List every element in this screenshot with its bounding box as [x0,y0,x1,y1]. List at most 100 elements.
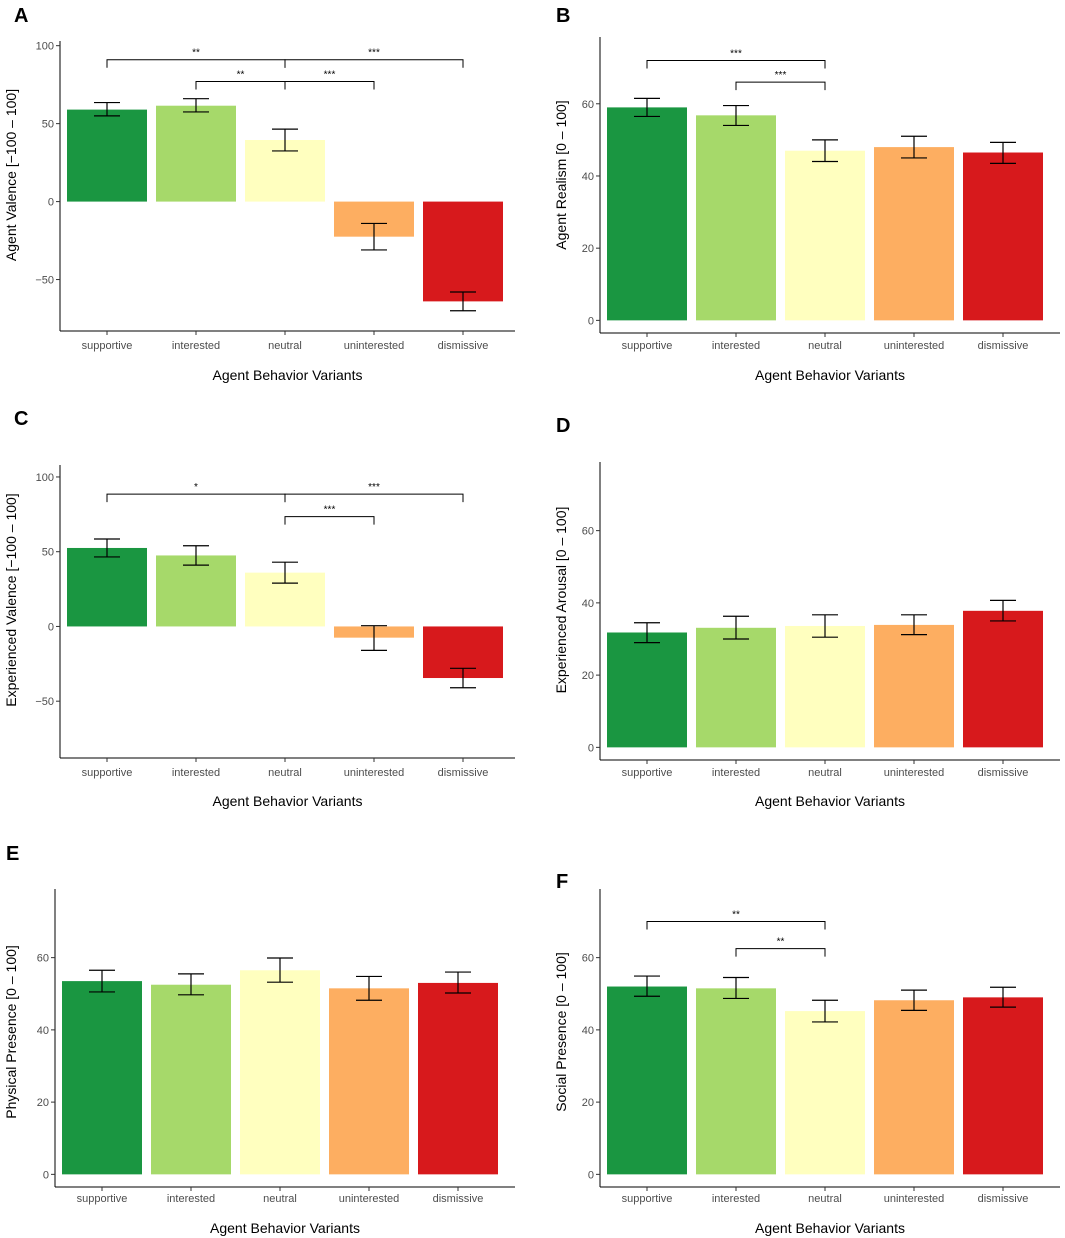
significance-bracket-line [735,81,826,91]
x-tick-label-supportive: supportive [622,340,673,352]
error-bar-neutral [812,614,838,638]
error-bar-supportive [94,538,120,558]
bar-supportive [607,632,687,748]
y-tick-label: 20 [582,670,594,682]
significance-bracket-line [106,59,286,68]
x-tick-label-dismissive: dismissive [978,767,1029,779]
y-tick-label: 40 [37,1025,49,1037]
x-tick-label-supportive: supportive [82,767,133,779]
x-tick-label-interested: interested [172,767,220,779]
error-bar-dismissive [450,291,476,312]
x-tick-label-neutral: neutral [808,340,842,352]
x-tick-label-uninterested: uninterested [884,767,945,779]
significance-label: *** [775,70,787,81]
error-bar-interested [183,98,209,113]
x-tick-label-supportive: supportive [82,340,133,352]
x-axis-title: Agent Behavior Variants [213,367,363,383]
error-bar-supportive [89,969,115,993]
bar-interested [156,105,236,202]
y-tick-label: 0 [588,742,594,754]
bar-uninterested [329,988,409,1175]
x-tick-label-supportive: supportive [622,1193,673,1205]
significance-bracket [646,59,826,69]
x-tick-label-interested: interested [712,767,760,779]
y-axis-title: Experienced Valence [−100 – 100] [3,493,19,706]
error-bar-interested [178,973,204,996]
error-bar-interested [723,976,749,1000]
x-tick-label-neutral: neutral [808,767,842,779]
significance-label: *** [730,48,742,59]
y-axis-title: Physical Presence [0 – 100] [3,945,19,1119]
error-bar-neutral [272,128,298,152]
x-tick-label-neutral: neutral [268,767,302,779]
y-tick-label: 60 [582,953,594,965]
y-tick-label: 40 [582,1025,594,1037]
y-tick-label: 0 [588,315,594,327]
significance-bracket [284,516,375,525]
bar-uninterested [874,147,954,321]
bar-supportive [62,981,142,1175]
significance-label: ** [732,910,740,921]
significance-bracket-line [735,948,826,957]
x-axis-title: Agent Behavior Variants [755,1220,905,1236]
bar-uninterested [874,624,954,748]
y-tick-label: 50 [42,119,54,131]
x-tick-label-neutral: neutral [808,1193,842,1205]
panel-letter: B [556,5,570,27]
y-tick-label: 20 [37,1097,49,1109]
bar-interested [156,555,236,627]
error-bar-dismissive [990,986,1016,1008]
panel-e: E 0 20 40 60 supportive interested neutral unint… [3,843,515,1236]
x-tick-label-uninterested: uninterested [884,340,945,352]
y-tick-label: −50 [35,696,54,708]
y-tick-label: 20 [582,243,594,255]
y-tick-label: 0 [48,197,54,209]
bar-uninterested [874,1000,954,1175]
significance-bracket [284,81,375,90]
y-axis-title: Experienced Arousal [0 – 100] [553,507,569,694]
x-tick-label-uninterested: uninterested [344,340,405,352]
error-bar-dismissive [445,971,471,994]
bar-dismissive [963,152,1043,321]
significance-bracket-line [106,493,286,503]
bar-interested [696,988,776,1175]
panel-letter: E [6,843,19,865]
y-tick-label: 60 [582,526,594,538]
significance-label: ** [192,48,200,59]
significance-bracket [284,493,464,503]
x-axis-title: Agent Behavior Variants [210,1220,360,1236]
panel-letter: C [14,408,28,430]
significance-label: *** [368,482,380,493]
panel-d: D 0 20 40 60 supportive interested neutral unint… [553,415,1060,809]
significance-bracket [195,81,286,90]
significance-bracket-line [284,516,375,525]
bar-interested [696,627,776,748]
y-tick-label: 0 [588,1169,594,1181]
significance-bracket [646,921,826,930]
significance-label: *** [324,70,336,81]
bar-supportive [67,547,147,627]
bar-supportive [67,109,147,202]
y-tick-label: 20 [582,1097,594,1109]
x-tick-label-neutral: neutral [268,340,302,352]
error-bar-supportive [94,101,120,117]
error-bar-uninterested [361,625,387,651]
x-tick-label-neutral: neutral [263,1193,297,1205]
y-axis-title: Agent Realism [0 – 100] [553,100,569,249]
error-bar-uninterested [361,222,387,251]
x-tick-label-uninterested: uninterested [344,767,405,779]
y-tick-label: 100 [36,472,54,484]
error-bar-dismissive [450,667,476,689]
x-axis-title: Agent Behavior Variants [755,793,905,809]
y-axis-title: Agent Valence [−100 – 100] [3,89,19,261]
panel-letter: D [556,415,570,437]
panel-letter: F [556,871,568,893]
error-bar-uninterested [901,614,927,636]
significance-label: * [194,482,198,493]
bar-interested [696,115,776,321]
x-tick-label-dismissive: dismissive [438,767,489,779]
significance-bracket-line [195,81,286,90]
error-bar-interested [723,615,749,640]
error-bar-supportive [634,975,660,997]
